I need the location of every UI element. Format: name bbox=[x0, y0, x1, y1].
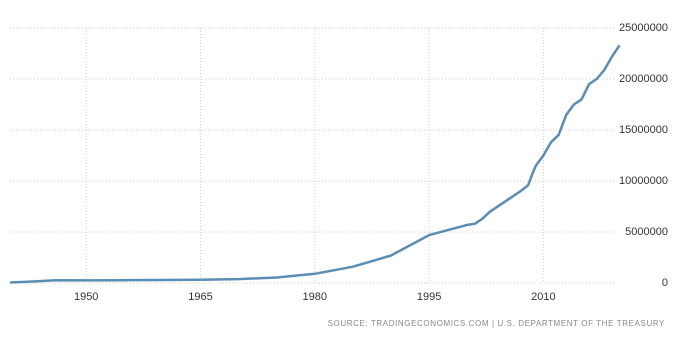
data-line bbox=[9, 44, 621, 284]
y-tick-label: 0 bbox=[662, 277, 668, 289]
x-tick-label: 1965 bbox=[188, 291, 212, 303]
x-tick-label: 1995 bbox=[417, 291, 441, 303]
y-tick-label: 25000000 bbox=[619, 22, 668, 34]
y-tick-label: 15000000 bbox=[619, 124, 668, 136]
y-tick-label: 5000000 bbox=[625, 226, 668, 238]
y-tick-label: 10000000 bbox=[619, 175, 668, 187]
y-tick-label: 20000000 bbox=[619, 73, 668, 85]
x-tick-label: 1980 bbox=[303, 291, 327, 303]
source-note: SOURCE: TRADINGECONOMICS.COM | U.S. DEPA… bbox=[328, 319, 665, 328]
x-tick-label: 1950 bbox=[74, 291, 98, 303]
x-tick-label: 2010 bbox=[531, 291, 555, 303]
